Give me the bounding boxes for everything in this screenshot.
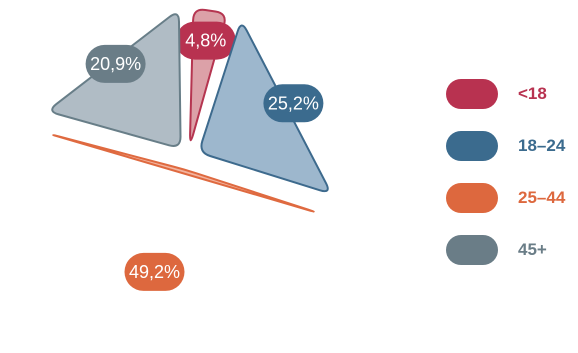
legend-item-under-18: <18 bbox=[446, 79, 578, 109]
data-label-text-25-44: 49,2% bbox=[129, 262, 180, 282]
legend-swatch-18-24 bbox=[446, 131, 498, 161]
legend-item-18-24: 18–24 bbox=[446, 131, 578, 161]
data-label-18-24: 25,2% bbox=[263, 84, 324, 123]
legend-label-25-44: 25–44 bbox=[518, 188, 566, 207]
data-label-25-44: 49,2% bbox=[124, 252, 185, 291]
data-label-text-18-24: 25,2% bbox=[268, 93, 319, 113]
data-label-bg-18-24 bbox=[263, 84, 324, 123]
pie-slice-25-44 bbox=[52, 134, 315, 213]
data-label-under-18: 4,8% bbox=[175, 21, 236, 60]
legend: <18 18–24 25–44 45+ bbox=[446, 79, 578, 287]
legend-swatch-45-plus bbox=[446, 235, 498, 265]
data-label-text-under-18: 4,8% bbox=[185, 31, 226, 51]
legend-swatch-under-18 bbox=[446, 79, 498, 109]
legend-item-45-plus: 45+ bbox=[446, 235, 578, 265]
data-label-text-45-plus: 20,9% bbox=[90, 54, 141, 74]
legend-swatch-25-44 bbox=[446, 183, 498, 213]
data-label-bg-45-plus bbox=[85, 44, 146, 83]
data-label-45-plus: 20,9% bbox=[85, 44, 146, 83]
legend-item-25-44: 25–44 bbox=[446, 183, 578, 213]
data-label-bg-25-44 bbox=[124, 252, 185, 291]
legend-label-under-18: <18 bbox=[518, 84, 547, 103]
legend-label-18-24: 18–24 bbox=[518, 136, 566, 155]
legend-label-45-plus: 45+ bbox=[518, 240, 547, 259]
data-label-bg-under-18 bbox=[175, 21, 236, 60]
